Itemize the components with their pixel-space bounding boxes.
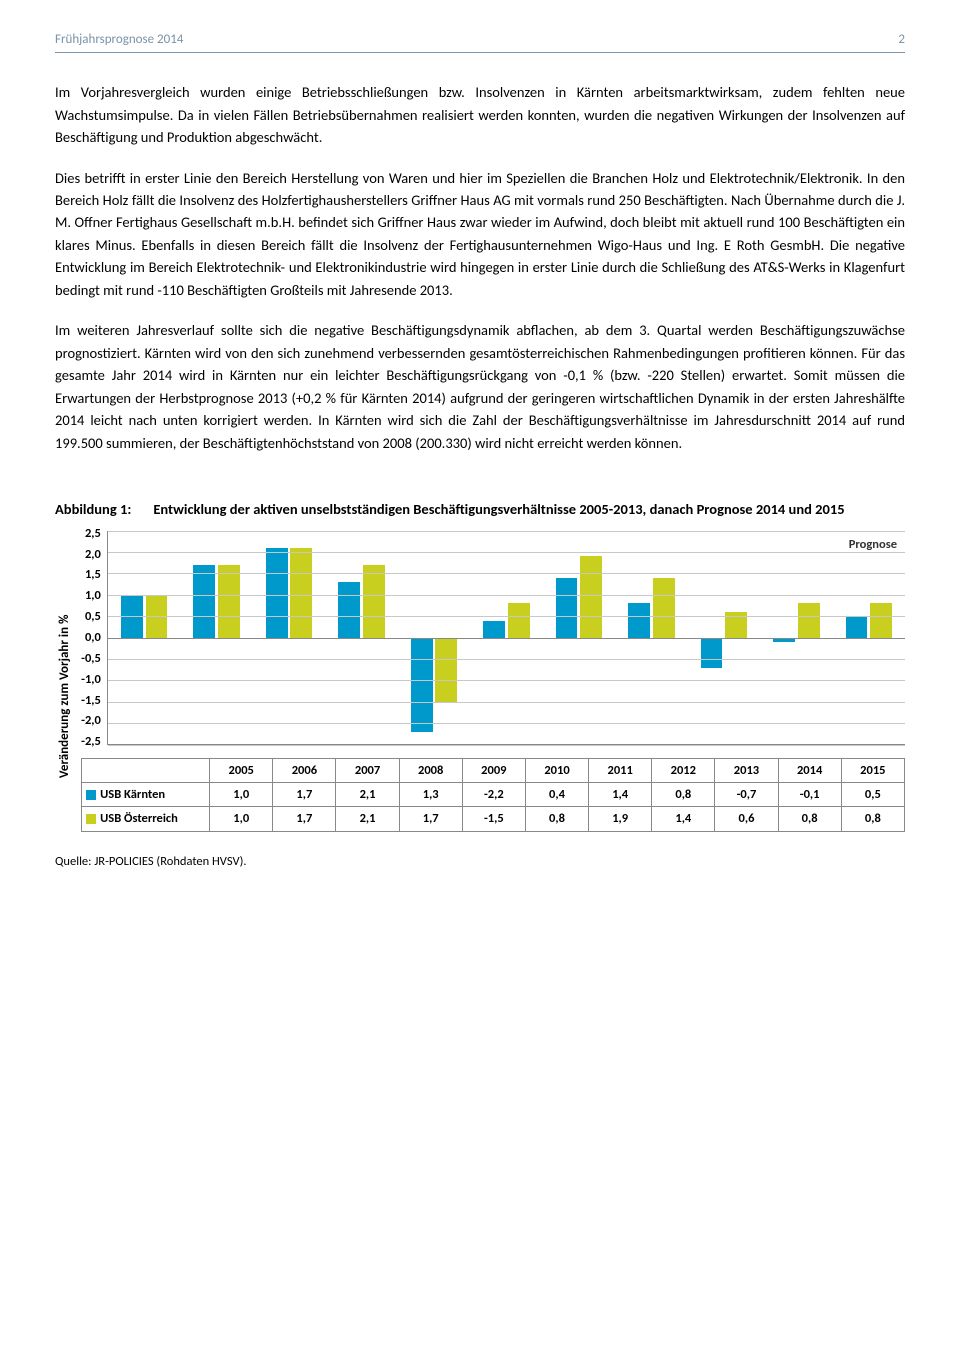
table-cell: 1,3	[399, 783, 462, 807]
table-header-year: 2007	[336, 758, 399, 782]
gridline	[108, 573, 905, 574]
table-cell: 1,0	[210, 807, 273, 831]
y-tick: -2,5	[81, 732, 101, 751]
chart-container: Veränderung zum Vorjahr in % 2,52,01,51,…	[55, 531, 905, 832]
figure-title: Entwicklung der aktiven unselbstständige…	[153, 498, 905, 520]
table-cell: 0,6	[715, 807, 778, 831]
bar	[193, 565, 215, 638]
y-tick: -1,5	[81, 691, 101, 710]
bar	[363, 565, 385, 638]
header-title: Frühjahrsprognose 2014	[55, 30, 183, 50]
y-axis-ticks: 2,5 2,01,5 1,0 0,5 0,0 -0,5 -1,0 -1,5-2,0 -2,5	[81, 524, 107, 752]
y-tick: 2,5	[85, 524, 101, 543]
page-header: Frühjahrsprognose 2014 2	[55, 30, 905, 50]
table-header-year: 2010	[525, 758, 588, 782]
y-tick: 0,5	[85, 607, 101, 626]
figure-source: Quelle: JR-POLICIES (Rohdaten HVSV).	[55, 852, 905, 871]
table-header-blank	[82, 758, 210, 782]
bar	[846, 616, 868, 637]
table-cell: 0,8	[525, 807, 588, 831]
table-header-year: 2006	[273, 758, 336, 782]
y-tick: 1,5	[85, 565, 101, 584]
bar	[483, 621, 505, 638]
legend-swatch	[86, 790, 96, 800]
gridline	[108, 531, 905, 532]
table-rowhead: USB Kärnten	[82, 783, 210, 807]
table-cell: 2,1	[336, 807, 399, 831]
plot-area: Prognose	[107, 531, 905, 745]
table-cell: 1,0	[210, 783, 273, 807]
data-table: 2005200620072008200920102011201220132014…	[81, 758, 905, 832]
bar	[580, 556, 602, 637]
prognose-label: Prognose	[849, 535, 897, 554]
y-tick: -0,5	[81, 649, 101, 668]
baseline	[108, 638, 905, 639]
gridline	[108, 595, 905, 596]
table-header-year: 2014	[778, 758, 841, 782]
table-header-year: 2009	[462, 758, 525, 782]
gridline	[108, 745, 905, 746]
table-cell: 0,4	[525, 783, 588, 807]
figure-1: Abbildung 1: Entwicklung der aktiven uns…	[55, 498, 905, 871]
bar	[508, 603, 530, 637]
bar	[870, 603, 892, 637]
table-cell: 1,4	[589, 783, 652, 807]
table-cell: 1,7	[273, 807, 336, 831]
table-cell: 1,4	[652, 807, 715, 831]
table-cell: 1,7	[399, 807, 462, 831]
table-header-year: 2013	[715, 758, 778, 782]
gridline	[108, 680, 905, 681]
table-header-year: 2005	[210, 758, 273, 782]
y-tick: 1,0	[85, 586, 101, 605]
bar	[798, 603, 820, 637]
table-header-year: 2015	[841, 758, 904, 782]
figure-label: Abbildung 1:	[55, 498, 131, 520]
header-page: 2	[898, 30, 905, 50]
header-rule	[55, 52, 905, 53]
gridline	[108, 723, 905, 724]
table-cell: 1,7	[273, 783, 336, 807]
y-tick: -1,0	[81, 670, 101, 689]
gridline	[108, 552, 905, 553]
table-cell: -0,7	[715, 783, 778, 807]
bar	[266, 548, 288, 638]
table-rowhead: USB Österreich	[82, 807, 210, 831]
bar	[701, 638, 723, 668]
table-cell: 0,8	[778, 807, 841, 831]
gridline	[108, 616, 905, 617]
table-header-year: 2008	[399, 758, 462, 782]
bar	[628, 603, 650, 637]
gridline	[108, 702, 905, 703]
y-axis-label: Veränderung zum Vorjahr in %	[55, 531, 75, 832]
legend-swatch	[86, 814, 96, 824]
table-cell: -1,5	[462, 807, 525, 831]
bar	[435, 638, 457, 702]
bar	[218, 565, 240, 638]
table-cell: 2,1	[336, 783, 399, 807]
paragraph: Dies betrifft in erster Linie den Bereic…	[55, 167, 905, 302]
table-cell: -2,2	[462, 783, 525, 807]
paragraph: Im weiteren Jahresverlauf sollte sich di…	[55, 319, 905, 454]
y-tick: 2,0	[85, 545, 101, 564]
table-header-year: 2012	[652, 758, 715, 782]
bar	[556, 578, 578, 638]
table-header-year: 2011	[589, 758, 652, 782]
table-cell: 0,8	[652, 783, 715, 807]
paragraph: Im Vorjahresvergleich wurden einige Betr…	[55, 81, 905, 148]
figure-caption: Abbildung 1: Entwicklung der aktiven uns…	[55, 498, 905, 520]
table-cell: -0,1	[778, 783, 841, 807]
bar	[653, 578, 675, 638]
table-cell: 0,5	[841, 783, 904, 807]
y-tick: 0,0	[85, 628, 101, 647]
table-cell: 1,9	[589, 807, 652, 831]
y-tick: -2,0	[81, 711, 101, 730]
gridline	[108, 659, 905, 660]
bar	[411, 638, 433, 732]
table-cell: 0,8	[841, 807, 904, 831]
bar	[290, 548, 312, 638]
bar	[338, 582, 360, 638]
